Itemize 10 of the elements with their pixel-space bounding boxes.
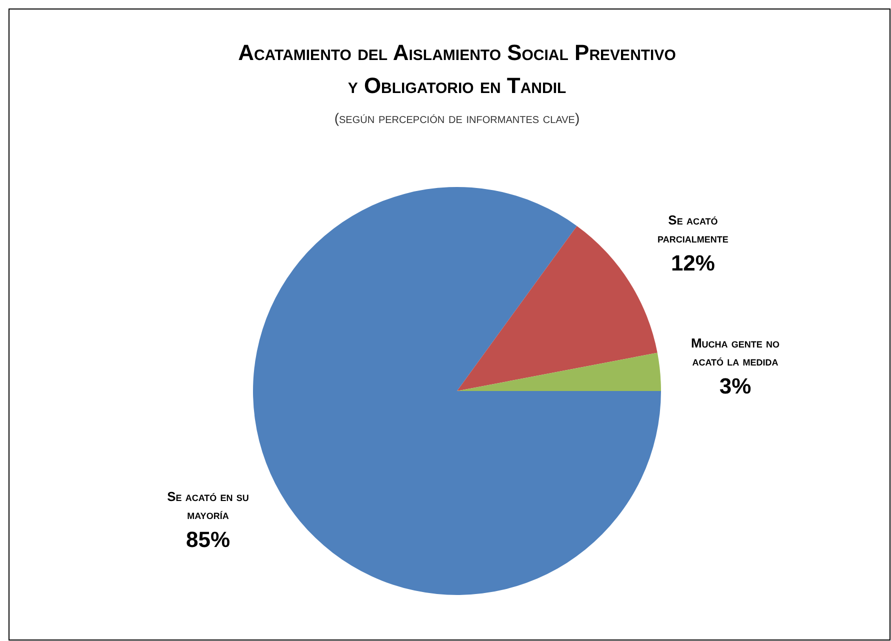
- data-label: 3%: [719, 374, 752, 399]
- data-label: 12%: [670, 250, 715, 276]
- slice-label: Se acató en su mayoría: [167, 488, 249, 522]
- slice-label: Mucha gente no acató la medida: [690, 336, 780, 369]
- chart-title: Acatamiento del Aislamiento Social Preventivo y Obligatorio en Tandil: [238, 40, 676, 98]
- chart-subtitle: (según percepción de informantes clave): [334, 110, 580, 126]
- pie-slice: [457, 352, 661, 391]
- data-label: 85%: [186, 526, 230, 552]
- slice-label: Se acató parcialmente: [658, 212, 728, 246]
- pie-slice: [457, 226, 658, 391]
